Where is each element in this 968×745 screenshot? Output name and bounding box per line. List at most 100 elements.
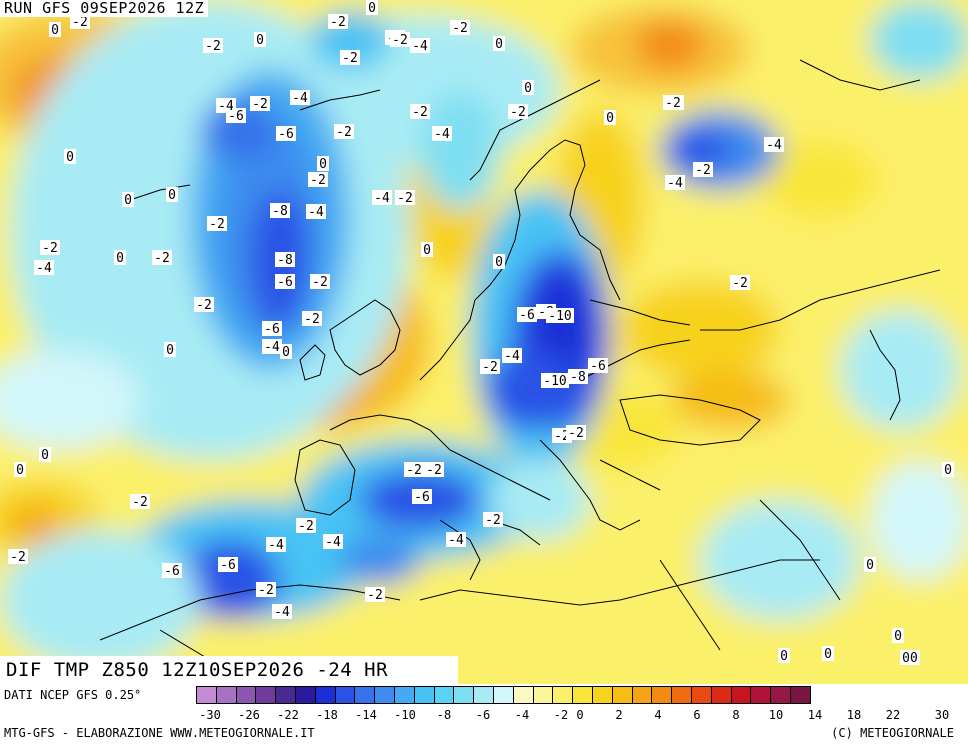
svg-text:0: 0 (124, 193, 132, 208)
legend-tick: -4 (514, 708, 530, 722)
svg-text:-2: -2 (312, 275, 328, 290)
contour-label: 0 (778, 648, 790, 664)
svg-text:-2: -2 (367, 588, 383, 603)
svg-text:-8: -8 (277, 253, 293, 268)
legend-tick: 30 (934, 708, 950, 722)
contour-label: -2 (296, 518, 316, 534)
contour-label: -4 (323, 534, 343, 550)
svg-text:0: 0 (166, 343, 174, 358)
svg-text:0: 0 (824, 647, 832, 662)
legend-swatch (612, 686, 633, 704)
legend-tick: -26 (238, 708, 260, 722)
legend-tick: -10 (394, 708, 416, 722)
contour-label: -2 (480, 359, 500, 375)
contour-label: -4 (764, 137, 784, 153)
contour-label: -2 (152, 250, 172, 266)
contour-label: -2 (256, 582, 276, 598)
svg-text:-4: -4 (325, 535, 341, 550)
svg-text:-2: -2 (205, 39, 221, 54)
legend-swatch (276, 686, 296, 704)
svg-text:-6: -6 (220, 558, 236, 573)
svg-text:-4: -4 (218, 99, 234, 114)
contour-label: -8 (568, 369, 588, 385)
svg-text:0: 0 (524, 81, 532, 96)
contour-label: -2 (70, 14, 90, 30)
contour-label: -10 (546, 308, 574, 324)
contour-label: 0 (280, 344, 292, 360)
svg-text:-4: -4 (308, 205, 324, 220)
svg-text:0: 0 (168, 188, 176, 203)
contour-label: 0 (822, 646, 834, 662)
contour-label: -6 (517, 307, 537, 323)
legend-swatch (236, 686, 257, 704)
contour-label: -4 (290, 90, 310, 106)
legend-tick: -6 (475, 708, 491, 722)
contour-label: -2 (424, 462, 444, 478)
svg-text:-4: -4 (667, 176, 683, 191)
contour-label: 0 (64, 149, 76, 165)
footer-credit: MTG-GFS - ELABORAZIONE WWW.METEOGIORNALE… (4, 726, 315, 740)
contour-label: 0 (49, 22, 61, 38)
contour-label: -4 (446, 532, 466, 548)
contour-label: 0 (14, 462, 26, 478)
svg-text:-2: -2 (154, 251, 170, 266)
svg-text:-6: -6 (414, 490, 430, 505)
legend-tick: -30 (199, 708, 221, 722)
svg-text:-6: -6 (590, 359, 606, 374)
legend-tick: 22 (885, 708, 901, 722)
svg-text:0: 0 (368, 1, 376, 16)
contour-label: -2 (250, 96, 270, 112)
contour-label: -2 (310, 274, 330, 290)
contour-label: 0 (122, 192, 134, 208)
legend-tick: 10 (768, 708, 784, 722)
svg-text:-4: -4 (264, 340, 280, 355)
legend-swatch (394, 686, 415, 704)
legend-swatch (632, 686, 653, 704)
contour-label: -2 (450, 20, 470, 36)
svg-text:0: 0 (894, 629, 902, 644)
svg-text:0: 0 (944, 463, 952, 478)
contour-label: -2 (308, 172, 328, 188)
contour-label: -2 (404, 462, 424, 478)
svg-text:0: 0 (51, 23, 59, 38)
svg-text:-6: -6 (519, 308, 535, 323)
legend-tick: -8 (436, 708, 452, 722)
svg-text:0: 0 (41, 448, 49, 463)
map-canvas: -20-20-2-2-20-2-4-2-4-6-2-4-2-6-2-2-4-20… (0, 0, 968, 684)
legend-tick: 0 (576, 708, 584, 722)
contour-label: -6 (412, 489, 432, 505)
contour-label: -4 (410, 38, 430, 54)
contour-label: -4 (34, 260, 54, 276)
contour-label: -6 (275, 274, 295, 290)
legend-tick: -14 (355, 708, 377, 722)
contour-label: -2 (566, 425, 586, 441)
svg-text:-8: -8 (570, 370, 586, 385)
legend-swatch (197, 686, 217, 704)
svg-text:0: 0 (606, 111, 614, 126)
svg-text:-2: -2 (132, 495, 148, 510)
contour-label: 0 (39, 447, 51, 463)
legend-tick: 2 (615, 708, 623, 722)
contour-label: -2 (410, 104, 430, 120)
legend-swatch (751, 686, 772, 704)
legend-tick: 4 (654, 708, 662, 722)
contour-label: -2 (40, 240, 60, 256)
legend-swatch (691, 686, 712, 704)
svg-text:-2: -2 (196, 298, 212, 313)
contour-label: -6 (276, 126, 296, 142)
contour-label: -4 (272, 604, 292, 620)
contour-label: -4 (432, 126, 452, 142)
contour-label: -2 (302, 311, 322, 327)
svg-text:-2: -2 (252, 97, 268, 112)
contour-label: -4 (262, 339, 282, 355)
legend-tick: 6 (693, 708, 701, 722)
contour-label: -2 (8, 549, 28, 565)
svg-text:-6: -6 (278, 127, 294, 142)
footer-copyright: (C) METEOGIORNALE (831, 726, 954, 740)
legend-tick: 18 (846, 708, 862, 722)
svg-text:-2: -2 (42, 241, 58, 256)
legend-swatch (771, 686, 791, 704)
svg-text:-6: -6 (164, 564, 180, 579)
contour-label: -6 (588, 358, 608, 374)
svg-text:-8: -8 (272, 204, 288, 219)
